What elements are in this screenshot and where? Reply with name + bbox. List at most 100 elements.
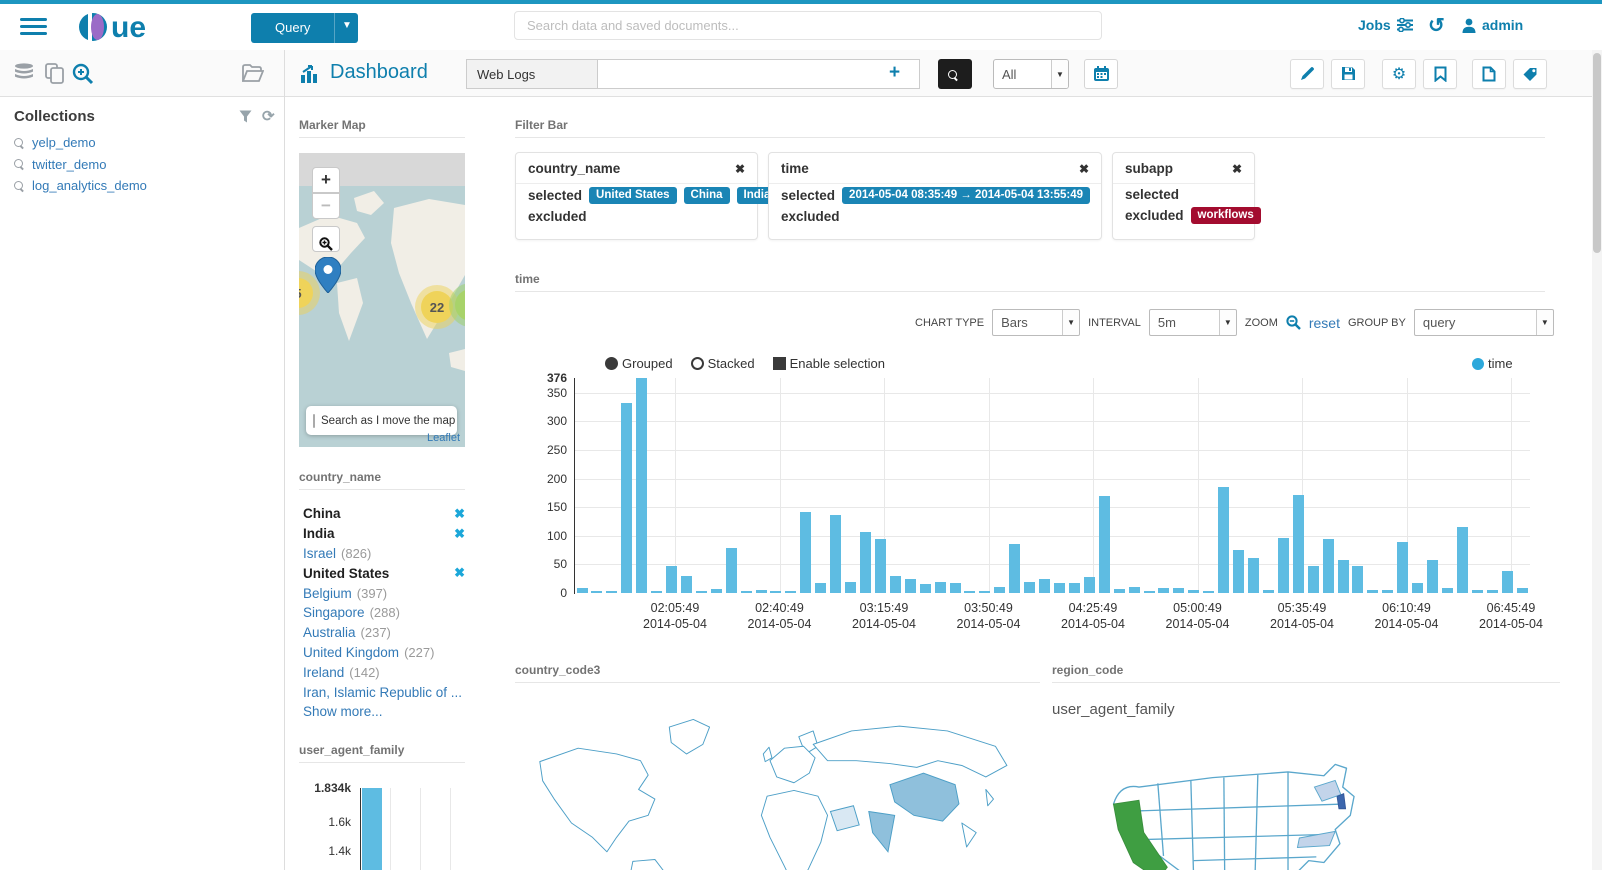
global-search-input[interactable] (514, 11, 1102, 40)
filter-pill[interactable]: United States (589, 187, 677, 204)
time-chart-bar[interactable] (994, 587, 1006, 593)
time-chart-bar[interactable] (845, 581, 857, 593)
time-chart-bar[interactable] (1024, 581, 1036, 593)
time-chart-bar[interactable] (1427, 560, 1439, 593)
time-chart-bar[interactable] (636, 378, 648, 593)
time-chart-bar[interactable] (1203, 590, 1215, 593)
time-chart-bar[interactable] (1262, 590, 1274, 593)
dashboard-search-button[interactable] (938, 59, 972, 89)
time-chart-bar[interactable] (1188, 590, 1200, 593)
time-chart-bar[interactable] (1352, 566, 1364, 593)
time-chart-bar[interactable] (1247, 557, 1259, 593)
collection-item[interactable]: twitter_demo (14, 154, 274, 176)
query-button[interactable]: Query ▼ (251, 13, 359, 43)
time-chart-bar[interactable] (1292, 494, 1304, 593)
collection-name-box[interactable]: Web Logs (466, 59, 598, 89)
enable-selection-toggle[interactable]: Enable selection (772, 356, 885, 371)
time-chart-bar[interactable] (889, 575, 901, 593)
collection-item[interactable]: yelp_demo (14, 132, 274, 154)
time-chart-bar[interactable] (710, 589, 722, 593)
time-chart-bar[interactable] (695, 591, 707, 593)
filter-pill[interactable]: China (683, 187, 730, 204)
close-icon[interactable]: ✖ (1231, 161, 1242, 176)
time-chart-bar[interactable] (1113, 589, 1125, 593)
remove-filter-icon[interactable]: ✖ (454, 565, 465, 581)
new-document-button[interactable] (1472, 59, 1506, 89)
zoom-reset-link[interactable]: reset (1308, 314, 1340, 331)
facet-item[interactable]: Show more... (303, 702, 465, 722)
excluded-filter-pill[interactable]: workflows (1190, 207, 1261, 224)
map-zoom-area-button[interactable] (312, 226, 340, 252)
time-chart-bar[interactable] (1456, 527, 1468, 593)
mini-chart-bar[interactable] (362, 788, 382, 870)
menu-icon[interactable] (20, 18, 47, 35)
zoom-search-icon[interactable] (72, 63, 94, 85)
map-marker-pin-icon[interactable] (315, 257, 341, 293)
time-chart-bar[interactable] (1337, 560, 1349, 593)
time-chart-bar[interactable] (904, 578, 916, 593)
time-chart-bar[interactable] (725, 547, 737, 593)
time-chart-bar[interactable] (1486, 590, 1498, 593)
time-chart-bar[interactable] (1412, 582, 1424, 593)
time-chart-bar[interactable] (1173, 588, 1185, 593)
group-by-select[interactable]: query ▼ (1413, 309, 1554, 336)
time-chart-bar[interactable] (860, 531, 872, 593)
time-chart-bar[interactable] (934, 581, 946, 593)
hue-logo[interactable]: ue (78, 12, 178, 42)
time-chart-bar[interactable] (1307, 566, 1319, 593)
map-zoom-out-button[interactable]: − (312, 193, 340, 219)
marker-map[interactable]: + − 5 22 2 Search as I move the map Leaf… (299, 153, 465, 447)
documents-icon[interactable] (45, 63, 65, 84)
facet-item[interactable]: Australia (237) (303, 623, 465, 643)
time-chart-bar[interactable] (964, 591, 976, 593)
time-chart-bar[interactable] (830, 514, 842, 593)
time-chart-bar[interactable] (1009, 544, 1021, 593)
facet-item[interactable]: United Kingdom (227) (303, 643, 465, 663)
facet-item[interactable]: Singapore (288) (303, 603, 465, 623)
refresh-icon[interactable]: ⟳ (262, 108, 275, 125)
grouped-radio[interactable]: Grouped (605, 356, 673, 371)
time-chart-bar[interactable] (785, 591, 797, 593)
world-map[interactable] (515, 706, 1025, 870)
time-chart-bar[interactable] (1277, 537, 1289, 593)
time-chart-bar[interactable] (1441, 588, 1453, 593)
time-chart-bar[interactable] (1143, 591, 1155, 593)
time-chart-bar[interactable] (576, 588, 588, 593)
dashboard-query-input[interactable] (597, 59, 920, 89)
database-icon[interactable] (13, 63, 35, 83)
time-chart-bar[interactable] (591, 590, 603, 593)
time-chart-bar[interactable] (1471, 589, 1483, 593)
add-filter-icon[interactable]: + (889, 62, 901, 83)
time-chart-bar[interactable] (949, 583, 961, 593)
engine-select[interactable]: All ▼ (993, 59, 1069, 89)
facet-item[interactable]: India ✖ (303, 524, 465, 544)
edit-button[interactable] (1290, 59, 1324, 89)
stacked-radio[interactable]: Stacked (690, 356, 755, 371)
tags-button[interactable] (1513, 59, 1547, 89)
time-chart-bar[interactable] (606, 590, 618, 593)
time-chart-bar[interactable] (651, 590, 663, 593)
query-button-label[interactable]: Query (275, 20, 311, 35)
time-chart-bar[interactable] (1054, 582, 1065, 593)
time-chart-bar[interactable] (1397, 541, 1409, 593)
time-chart-bar[interactable] (1098, 495, 1110, 593)
facet-item[interactable]: Israel (826) (303, 544, 465, 564)
time-chart-bar[interactable] (1501, 571, 1513, 593)
time-chart-bar[interactable] (815, 582, 827, 593)
time-chart-bar[interactable] (755, 589, 767, 593)
facet-item[interactable]: Ireland (142) (303, 662, 465, 682)
time-chart-bar[interactable] (1128, 587, 1140, 593)
chevron-down-icon[interactable]: ▼ (334, 13, 358, 43)
time-chart-bar[interactable] (1218, 487, 1230, 593)
facet-item[interactable]: Iran, Islamic Republic of ... (303, 682, 465, 702)
facet-item[interactable]: United States ✖ (303, 563, 465, 583)
chart-type-select[interactable]: Bars ▼ (992, 309, 1081, 336)
time-chart-bar[interactable] (1083, 577, 1095, 593)
calendar-button[interactable] (1084, 59, 1118, 89)
collection-item[interactable]: log_analytics_demo (14, 175, 274, 197)
time-chart-bar[interactable] (1322, 538, 1334, 593)
scrollbar-thumb[interactable] (1593, 53, 1601, 253)
settings-button[interactable]: ⚙ (1382, 59, 1416, 89)
jobs-link[interactable]: Jobs (1358, 17, 1413, 33)
save-button[interactable] (1331, 59, 1365, 89)
